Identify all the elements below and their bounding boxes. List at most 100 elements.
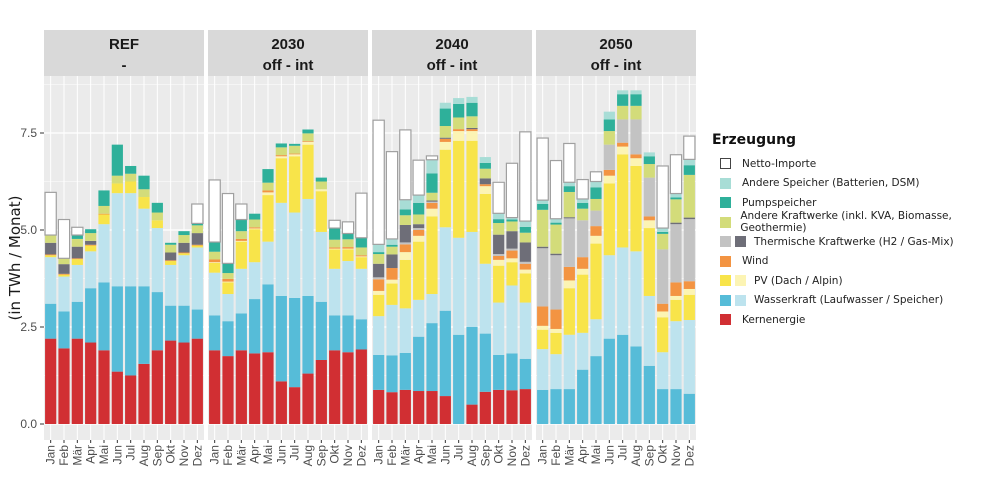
bar-segment-therm_h2 — [630, 119, 642, 155]
bar-segment-andere_kw — [683, 174, 695, 218]
bar-segment-pump — [302, 129, 314, 134]
x-tick-label: Okt — [164, 444, 178, 463]
bar-segment-pump — [617, 94, 629, 106]
bar-segment-pv_alpin — [683, 288, 695, 295]
bar-segment-kern — [45, 338, 57, 424]
bar-segment-wind — [342, 247, 354, 249]
bar-segment-therm_gas — [58, 264, 70, 274]
x-tick-label: Nov — [177, 445, 191, 466]
bar-segment-wasser_lauf — [413, 336, 425, 392]
bar-segment-pv_alpin — [493, 259, 505, 266]
bar-segment-kern — [355, 349, 367, 424]
bar-segment-pv_dach — [275, 158, 287, 203]
bar-segment-pv_alpin — [466, 131, 478, 141]
bar-segment-andere_speicher — [519, 221, 531, 227]
bar-segment-pv_dach — [493, 265, 505, 303]
bar-segment-therm_h2 — [519, 261, 531, 264]
bar-segment-kern — [506, 390, 518, 424]
legend-label: Wind — [742, 255, 769, 268]
bar-segment-wasser_speicher — [98, 224, 110, 283]
bar-segment-pump — [550, 222, 562, 225]
bar-segment-pump — [426, 173, 438, 193]
bar-segment-pump — [98, 190, 110, 206]
bar-segment-andere_kw — [479, 168, 491, 179]
bar-segment-pv_alpin — [209, 262, 221, 263]
bar-segment-wasser_lauf — [222, 321, 234, 357]
bar-segment-wasser_lauf — [683, 393, 695, 424]
bar-segment-therm_h2 — [550, 255, 562, 310]
bar-segment-therm_h2 — [493, 254, 505, 256]
panel-background — [372, 76, 532, 440]
bar-segment-wasser_speicher — [506, 285, 518, 354]
bar-segment-wind — [249, 227, 261, 229]
bar-segment-andere_speicher — [603, 111, 615, 120]
bar-segment-wasser_speicher — [453, 237, 465, 335]
bar-segment-andere_kw — [563, 191, 575, 218]
bar-segment-wasser_lauf — [603, 338, 615, 424]
bar-segment-pump — [519, 226, 531, 233]
bar-segment-andere_speicher — [413, 195, 425, 203]
bar-segment-therm_gas — [519, 242, 531, 262]
legend-entry: Thermische Kraftwerke (H2 / Gas-Mix) — [712, 232, 1000, 252]
bar-segment-kern — [315, 359, 327, 424]
bar-segment-andere_kw — [289, 145, 301, 154]
bar-segment-pump — [683, 165, 695, 175]
bar-segment-pv_dach — [165, 261, 177, 265]
bar-segment-wasser_lauf — [178, 305, 190, 343]
bar-segment-pv_alpin — [386, 279, 398, 284]
bar-segment-wasser_lauf — [537, 389, 549, 424]
bar-segment-wind — [235, 238, 247, 241]
bar-segment-pump — [466, 102, 478, 117]
bar-segment-wasser_lauf — [98, 282, 110, 351]
bar-segment-wasser_speicher — [399, 308, 411, 353]
bar-segment-pv_dach — [45, 255, 57, 258]
bar-segment-wasser_speicher — [426, 294, 438, 324]
bar-segment-netto_importe — [235, 203, 248, 221]
bar-segment-wind — [563, 266, 575, 281]
bar-segment-therm_h2 — [603, 144, 615, 170]
x-tick-label: Mai — [589, 445, 603, 464]
x-tick-label: Nov — [341, 445, 355, 466]
bar-segment-andere_kw — [506, 221, 518, 232]
bar-segment-andere_kw — [399, 215, 411, 225]
bar-segment-andere_kw — [386, 246, 398, 255]
legend-entry: Wasserkraft (Laufwasser / Speicher) — [712, 291, 1000, 311]
bar-segment-pump — [439, 108, 451, 127]
bar-segment-kern — [71, 338, 83, 424]
bar-segment-kern — [329, 350, 341, 424]
bar-segment-andere_speicher — [630, 90, 642, 95]
bar-segment-pv_alpin — [590, 235, 602, 244]
x-tick-label: Mär — [562, 445, 576, 466]
x-tick-label: Mai — [261, 445, 275, 464]
x-tick-label: Apr — [84, 445, 98, 464]
facet-subtitle: - — [122, 57, 127, 74]
bar-segment-andere_speicher — [386, 238, 398, 245]
bar-segment-wasser_lauf — [466, 327, 478, 405]
bar-segment-andere_kw — [466, 116, 478, 128]
bar-segment-wasser_speicher — [275, 202, 287, 296]
legend-swatch — [720, 255, 731, 267]
bar-segment-andere_speicher — [683, 159, 695, 166]
bar-segment-wasser_lauf — [643, 365, 655, 424]
y-tick-label: 7.5 — [20, 126, 37, 140]
legend-swatch — [735, 294, 746, 306]
bar-segment-andere_kw — [125, 173, 137, 182]
bar-segment-pv_alpin — [670, 295, 682, 300]
bar-segment-therm_h2 — [643, 177, 655, 217]
x-tick-label: Sep — [478, 445, 492, 467]
bar-segment-andere_kw — [550, 224, 562, 254]
bar-segment-wind — [45, 254, 57, 256]
bar-segment-pv_alpin — [550, 328, 562, 333]
bar-segment-wasser_lauf — [315, 301, 327, 360]
bar-segment-wind — [603, 169, 615, 176]
legend-entry: Andere Speicher (Batterien, DSM) — [712, 174, 1000, 194]
bar-segment-andere_kw — [453, 117, 465, 130]
facet-title: 2030 — [271, 36, 304, 53]
bar-segment-wasser_speicher — [617, 247, 629, 335]
bar-segment-therm_gas — [563, 217, 575, 219]
bar-segment-pv_alpin — [630, 158, 642, 166]
x-tick-label: Dez — [190, 445, 204, 466]
bar-segment-wasser_lauf — [111, 286, 123, 372]
bar-segment-andere_kw — [439, 126, 451, 138]
bar-segment-pv_alpin — [453, 131, 465, 141]
